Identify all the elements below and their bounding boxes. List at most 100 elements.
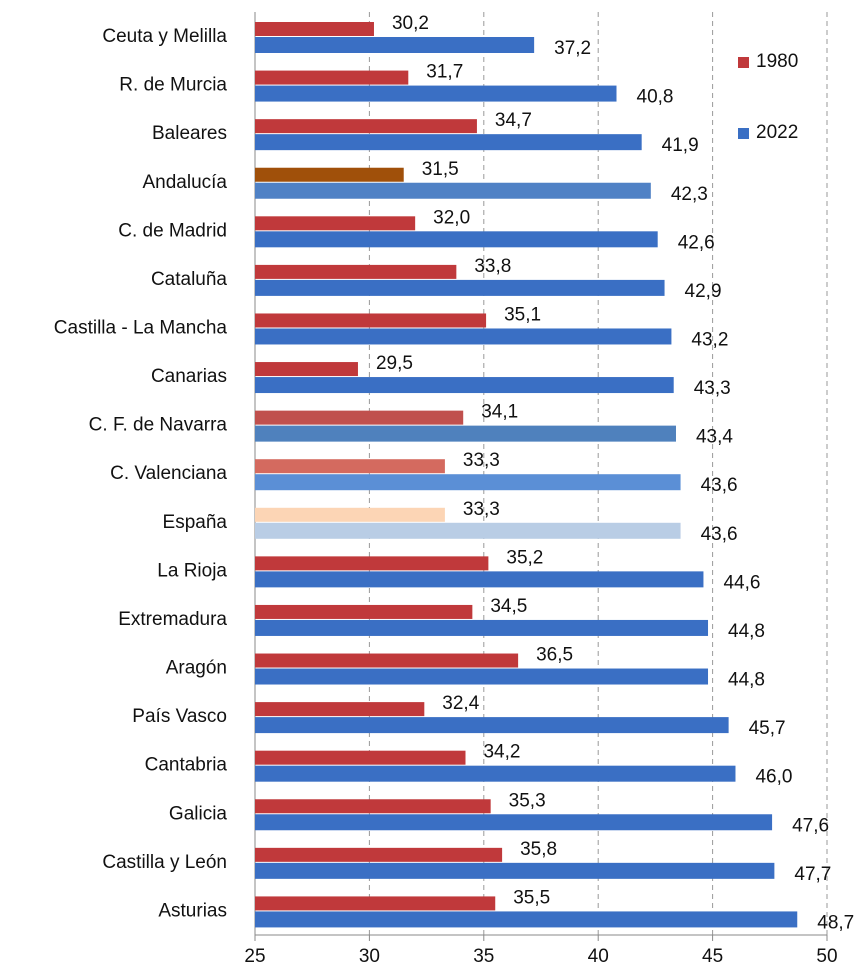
y-tick-label: Cataluña: [151, 269, 227, 290]
data-label: 37,2: [554, 38, 591, 59]
bar: [255, 119, 477, 134]
data-label: 45,7: [749, 718, 786, 739]
data-label: 43,4: [696, 427, 733, 448]
data-label: 35,3: [509, 790, 546, 811]
data-label: 34,5: [490, 596, 527, 617]
y-tick-label: C. F. de Navarra: [89, 415, 228, 436]
bar: [255, 507, 445, 522]
bar: [255, 313, 487, 328]
x-tick-label: 50: [816, 946, 837, 967]
bar: [255, 862, 775, 879]
bar: [255, 37, 535, 53]
data-label: 48,7: [817, 912, 854, 933]
y-tick-label: País Vasco: [132, 706, 227, 727]
x-tick-label: 45: [702, 946, 723, 967]
bar: [255, 459, 445, 474]
data-label: 31,5: [422, 159, 459, 180]
data-label: 35,1: [504, 304, 541, 325]
y-tick-label: C. de Madrid: [118, 220, 227, 241]
y-tick-label: Castilla y León: [102, 852, 227, 873]
bar: [255, 571, 704, 588]
data-label: 44,8: [728, 621, 765, 642]
data-label: 43,3: [694, 378, 731, 399]
y-tick-label: Ceuta y Melilla: [102, 26, 227, 47]
bar: [255, 522, 681, 539]
bar: [255, 425, 676, 442]
bar: [255, 717, 729, 734]
y-tick-label: Cantabria: [145, 755, 228, 776]
bar: [255, 377, 674, 394]
x-tick-label: 30: [359, 946, 380, 967]
data-label: 34,7: [495, 110, 532, 131]
data-label: 35,2: [506, 547, 543, 568]
legend-label: 2022: [756, 122, 798, 143]
y-tick-label: España: [163, 512, 228, 533]
data-label: 44,6: [723, 572, 760, 593]
bar: [255, 556, 489, 571]
data-label: 41,9: [662, 135, 699, 156]
y-tick-label: Aragón: [166, 658, 227, 679]
data-label: 32,4: [442, 693, 479, 714]
bar: [255, 85, 617, 102]
bar: [255, 474, 681, 491]
data-label: 29,5: [376, 353, 413, 374]
data-label: 46,0: [755, 767, 792, 788]
data-label: 35,8: [520, 839, 557, 860]
y-tick-label: C. Valenciana: [110, 463, 227, 484]
data-label: 43,6: [701, 475, 738, 496]
bar: [255, 264, 457, 279]
data-label: 36,5: [536, 645, 573, 666]
data-label: 43,6: [701, 524, 738, 545]
y-tick-label: Extremadura: [118, 609, 227, 630]
bar: [255, 362, 358, 377]
data-label: 33,3: [463, 450, 500, 471]
y-tick-label: Andalucía: [142, 172, 227, 193]
data-label: 33,8: [474, 256, 511, 277]
bar: [255, 279, 665, 296]
data-label: 47,6: [792, 815, 829, 836]
y-tick-label: Canarias: [151, 366, 227, 387]
bar: [255, 410, 464, 425]
bar: [255, 668, 709, 685]
bar: [255, 70, 409, 85]
bar: [255, 847, 503, 862]
y-tick-label: Asturias: [158, 900, 227, 921]
data-label: 30,2: [392, 13, 429, 34]
data-label: 42,9: [685, 281, 722, 302]
data-label: 32,0: [433, 207, 470, 228]
data-label: 47,7: [794, 864, 831, 885]
bar: [255, 22, 374, 36]
bar: [255, 182, 651, 199]
y-tick-label: Castilla - La Mancha: [54, 317, 228, 338]
data-label: 34,2: [483, 742, 520, 763]
bar: [255, 702, 425, 717]
x-tick-label: 40: [588, 946, 609, 967]
bar: [255, 765, 736, 782]
bar: [255, 167, 404, 182]
bar: [255, 911, 798, 928]
data-label: 44,8: [728, 670, 765, 691]
data-label: 31,7: [426, 62, 463, 83]
bar: [255, 896, 496, 911]
bar: [255, 134, 642, 151]
bar: [255, 750, 466, 765]
y-tick-label: Galicia: [169, 803, 228, 824]
data-label: 42,6: [678, 232, 715, 253]
bar: [255, 216, 416, 231]
bar: [255, 653, 519, 668]
data-label: 35,5: [513, 887, 550, 908]
bar: [255, 814, 773, 831]
y-tick-label: La Rioja: [157, 560, 227, 581]
y-tick-label: Baleares: [152, 123, 227, 144]
data-label: 33,3: [463, 499, 500, 520]
bar: [255, 619, 709, 636]
data-label: 42,3: [671, 184, 708, 205]
data-label: 34,1: [481, 402, 518, 423]
data-label: 43,2: [691, 329, 728, 350]
y-tick-label: R. de Murcia: [119, 75, 227, 96]
data-label: 40,8: [637, 87, 674, 108]
bar: [255, 799, 491, 814]
legend-swatch: [738, 128, 749, 139]
x-tick-label: 25: [244, 946, 265, 967]
